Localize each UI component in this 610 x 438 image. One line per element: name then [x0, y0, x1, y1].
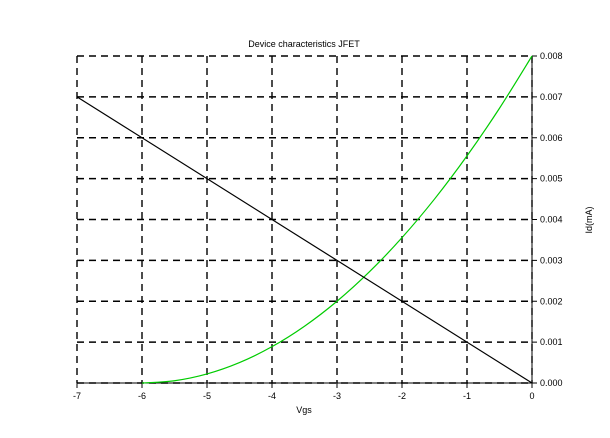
chart-title: Device characteristics JFET — [248, 39, 360, 49]
load-line — [76, 96, 533, 384]
y-tick-label: 0.004 — [540, 215, 563, 225]
y-tick-label: 0.000 — [540, 378, 563, 388]
y-tick-labels: 0.000 0.001 0.002 0.003 0.004 0.005 0.006 0.007… — [540, 51, 563, 388]
x-axis-label: Vgs — [296, 405, 312, 415]
y-tick-label: 0.001 — [540, 337, 563, 347]
x-tick-label: -2 — [398, 391, 406, 401]
grid — [76, 55, 533, 384]
x-tick-label: -7 — [73, 391, 81, 401]
y-tick-label: 0.003 — [540, 255, 563, 265]
y-axis-label: Id(mA) — [584, 206, 594, 233]
y-tick-label: 0.008 — [540, 51, 563, 61]
y-tick-label: 0.007 — [540, 92, 563, 102]
x-tick-label: -6 — [138, 391, 146, 401]
x-tick-label: -1 — [463, 391, 471, 401]
series-group — [76, 55, 533, 384]
axes — [76, 55, 537, 388]
x-tick-label: -5 — [203, 391, 211, 401]
x-tick-label: -4 — [268, 391, 276, 401]
x-tick-label: -3 — [333, 391, 341, 401]
x-tick-label: 0 — [529, 391, 534, 401]
y-tick-label: 0.005 — [540, 174, 563, 184]
y-tick-label: 0.006 — [540, 133, 563, 143]
y-tick-label: 0.002 — [540, 296, 563, 306]
x-tick-labels: -7 -6 -5 -4 -3 -2 -1 0 — [73, 391, 535, 401]
transfer-curve-line — [141, 55, 533, 384]
